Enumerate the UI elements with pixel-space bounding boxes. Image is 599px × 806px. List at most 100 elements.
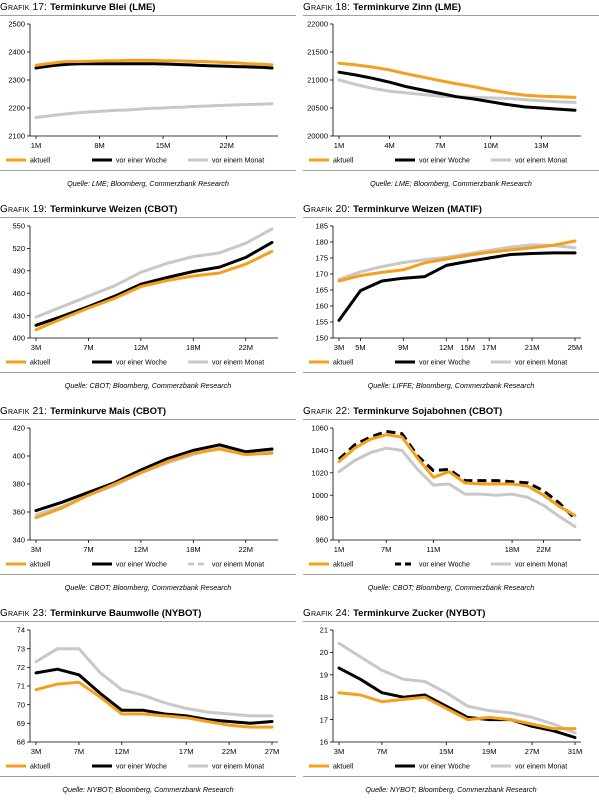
x-tick-label: 7M (381, 545, 391, 554)
series-line-aktuell (337, 433, 577, 517)
y-tick-label: 2400 (8, 48, 25, 57)
y-tick-label: 175 (315, 254, 328, 263)
x-tick-label: 12M (134, 545, 149, 554)
chart-title-text: Terminkurve Blei (LME) (50, 2, 155, 13)
chart-title: Grafik 17: Terminkurve Blei (LME) (0, 2, 155, 13)
x-tick-label: 8M (94, 141, 104, 150)
y-tick-label: 360 (12, 508, 25, 517)
chart-title-text: Terminkurve Zucker (NYBOT) (353, 608, 485, 619)
series-line-monat (34, 647, 274, 718)
chart-source: Quelle: LIFFE; Bloomberg, Commerzbank Re… (368, 381, 535, 390)
chart-source: Quelle: LME; Bloomberg, Commerzbank Rese… (67, 179, 229, 188)
legend-label: vor einem Monat (212, 360, 264, 367)
series-line-aktuell (337, 61, 577, 99)
chart-title: Grafik 18: Terminkurve Zinn (LME) (303, 2, 461, 13)
chart-title: Grafik 24: Terminkurve Zucker (NYBOT) (303, 608, 485, 619)
legend-label: vor einer Woche (419, 764, 470, 771)
x-tick-label: 11M (426, 545, 440, 554)
chart-number: Grafik 19: (0, 204, 50, 215)
legend-label: aktuell (30, 562, 51, 569)
chart-source: Quelle: NYBOT; Bloomberg, Commerzbank Re… (365, 785, 536, 794)
legend-label: vor einer Woche (116, 764, 167, 771)
y-tick-label: 16 (320, 738, 328, 747)
chart-number: Grafik 22: (303, 406, 353, 417)
y-tick-label: 22000 (307, 20, 328, 29)
x-tick-label: 22M (219, 141, 234, 150)
x-tick-label: 22M (222, 747, 237, 756)
chart-title-text: Terminkurve Weizen (MATIF) (353, 204, 482, 215)
y-tick-label: 165 (315, 286, 328, 295)
chart-title-text: Terminkurve Baumwolle (NYBOT) (50, 608, 201, 619)
x-tick-label: 12M (439, 343, 454, 352)
legend-label: vor einem Monat (515, 562, 567, 569)
y-tick-label: 460 (12, 289, 25, 298)
legend-label: aktuell (333, 562, 354, 569)
legend-label: vor einer Woche (419, 562, 470, 569)
chart-panel: Grafik 19: Terminkurve Weizen (CBOT) 400 4… (0, 202, 296, 402)
series-line-aktuell (34, 447, 274, 520)
x-tick-label: 5M (355, 343, 365, 352)
y-tick-label: 2500 (8, 20, 25, 29)
legend-label: aktuell (30, 158, 51, 165)
y-tick-label: 21500 (307, 48, 328, 57)
x-tick-label: 1M (334, 141, 344, 150)
series-line-monat (34, 102, 274, 119)
x-tick-label: 17M (482, 343, 497, 352)
chart-title: Grafik 23: Terminkurve Baumwolle (NYBOT) (0, 608, 201, 619)
y-tick-label: 72 (17, 663, 25, 672)
series-line-monat (337, 446, 577, 529)
x-tick-label: 3M (334, 747, 344, 756)
chart-svg: Grafik 20: Terminkurve Weizen (MATIF) 150… (303, 204, 599, 390)
legend-label: vor einem Monat (212, 158, 264, 165)
series-line-woche (34, 62, 274, 70)
y-tick-label: 430 (12, 311, 25, 320)
series-line-aktuell (337, 691, 577, 731)
x-tick-label: 3M (31, 747, 41, 756)
chart-number: Grafik 24: (303, 608, 353, 619)
x-tick-label: 27M (525, 747, 540, 756)
chart-title-text: Terminkurve Sojabohnen (CBOT) (353, 406, 502, 417)
x-tick-label: 18M (186, 545, 201, 554)
y-tick-label: 17 (320, 715, 328, 724)
y-tick-label: 20 (320, 648, 328, 657)
x-tick-label: 31M (568, 747, 583, 756)
y-tick-label: 2300 (8, 76, 25, 85)
series-line-aktuell (337, 239, 577, 283)
legend-label: vor einer Woche (116, 158, 167, 165)
legend-label: aktuell (30, 764, 51, 771)
x-tick-label: 1M (334, 545, 344, 554)
legend-label: aktuell (333, 158, 354, 165)
legend-label: vor einem Monat (212, 562, 264, 569)
x-tick-label: 12M (115, 747, 130, 756)
chart-source: Quelle: CBOT; Bloomberg, Commerzbank Res… (65, 583, 231, 592)
series-line-woche (337, 251, 577, 322)
x-tick-label: 18M (186, 343, 201, 352)
chart-title: Grafik 19: Terminkurve Weizen (CBOT) (0, 204, 177, 215)
x-tick-label: 19M (482, 747, 497, 756)
y-tick-label: 20000 (307, 132, 328, 141)
series-line-woche (337, 666, 577, 739)
chart-number: Grafik 20: (303, 204, 353, 215)
x-tick-label: 7M (74, 747, 84, 756)
series-line-monat (34, 227, 274, 319)
legend-label: vor einer Woche (116, 360, 167, 367)
series-line-woche (34, 240, 274, 327)
legend-label: vor einem Monat (515, 764, 567, 771)
chart-source: Quelle: CBOT; Bloomberg, Commerzbank Res… (65, 381, 231, 390)
y-tick-label: 71 (17, 682, 25, 691)
chart-panel: Grafik 17: Terminkurve Blei (LME) 2100 220… (0, 0, 296, 200)
y-tick-label: 18 (320, 693, 328, 702)
chart-title-text: Terminkurve Zinn (LME) (353, 2, 461, 13)
y-tick-label: 490 (12, 267, 25, 276)
x-tick-label: 3M (334, 343, 344, 352)
x-tick-label: 15M (439, 747, 454, 756)
x-tick-label: 10M (483, 141, 498, 150)
legend-label: vor einem Monat (515, 158, 567, 165)
series-line-monat (337, 243, 577, 281)
y-tick-label: 21 (320, 626, 328, 635)
chart-svg: Grafik 18: Terminkurve Zinn (LME) 20000 20… (303, 2, 599, 188)
x-tick-label: 17M (179, 747, 194, 756)
y-tick-label: 20500 (307, 104, 328, 113)
x-tick-label: 3M (31, 343, 41, 352)
y-tick-label: 420 (12, 424, 25, 433)
